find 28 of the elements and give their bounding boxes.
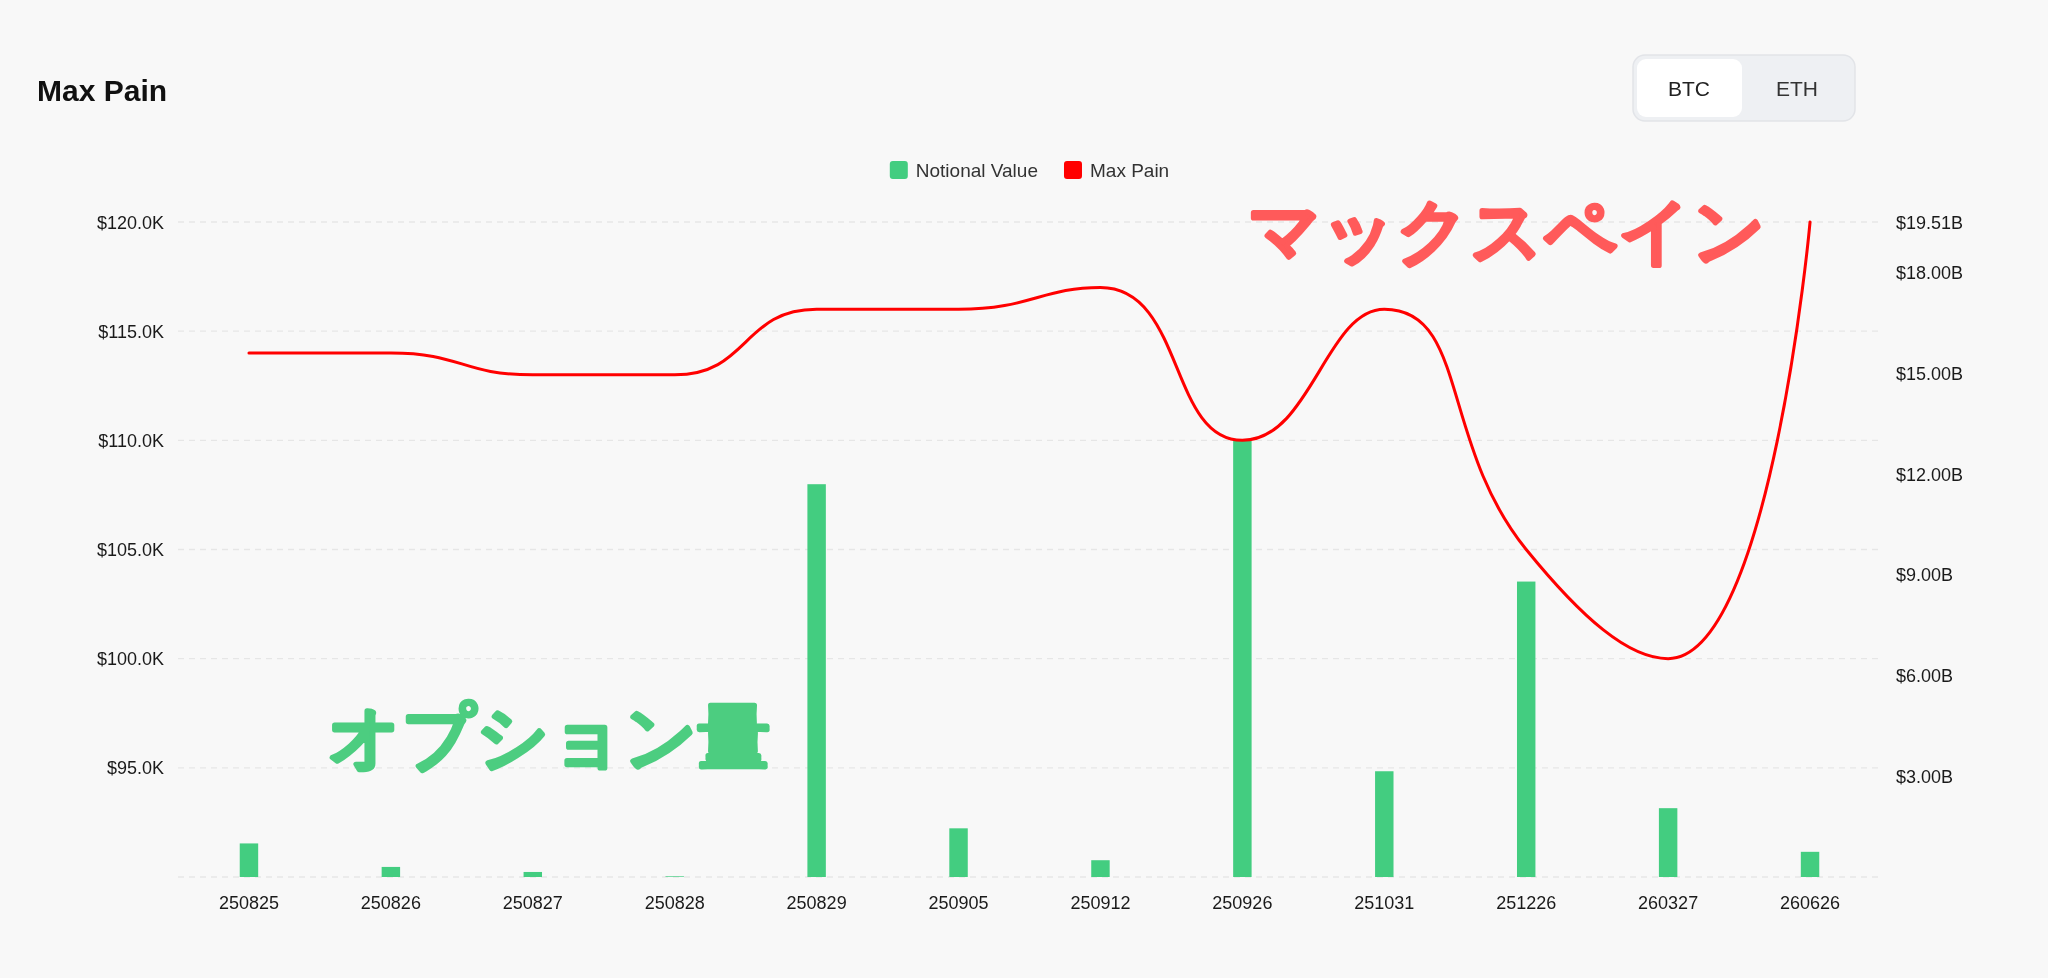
x-tick-label: 251031 [1354,893,1415,913]
y2-tick-label: $12.00B [1896,464,1964,485]
x-tick-label: 250912 [1070,893,1131,913]
y2-tick-label: $19.51B [1896,212,1964,233]
x-tick-label: 250828 [644,893,705,913]
x-tick-label: 250825 [218,893,279,913]
x-tick-label: 250826 [360,893,421,913]
y-tick-label: $110.0K [98,430,164,451]
y-tick-label: $120.0K [96,212,164,233]
x-tick-label: 250829 [786,893,847,913]
y2-tick-label: $6.00B [1896,666,1954,687]
y-tick-label: $100.0K [96,649,164,670]
title: Max Pain [37,74,168,107]
y2-tick-label: $9.00B [1896,565,1954,586]
legend-label: Notional Value [915,160,1038,181]
y2-tick-label: $15.00B [1896,363,1964,384]
x-tick-label: 260626 [1780,893,1841,913]
y-tick-label: $95.0K [106,758,164,779]
x-tick-label: 260327 [1638,893,1699,913]
legend-label: Max Pain [1089,160,1170,181]
y2-tick-label: $18.00B [1896,263,1964,284]
x-tick-label: 250827 [502,893,563,913]
y-tick-label: $115.0K [98,321,164,342]
y2-tick-label: $3.00B [1896,766,1954,787]
x-tick-label: 250905 [928,893,989,913]
y-tick-label: $105.0K [96,540,164,560]
x-tick-label: 251226 [1496,893,1557,913]
x-tick-label: 250926 [1212,893,1273,913]
